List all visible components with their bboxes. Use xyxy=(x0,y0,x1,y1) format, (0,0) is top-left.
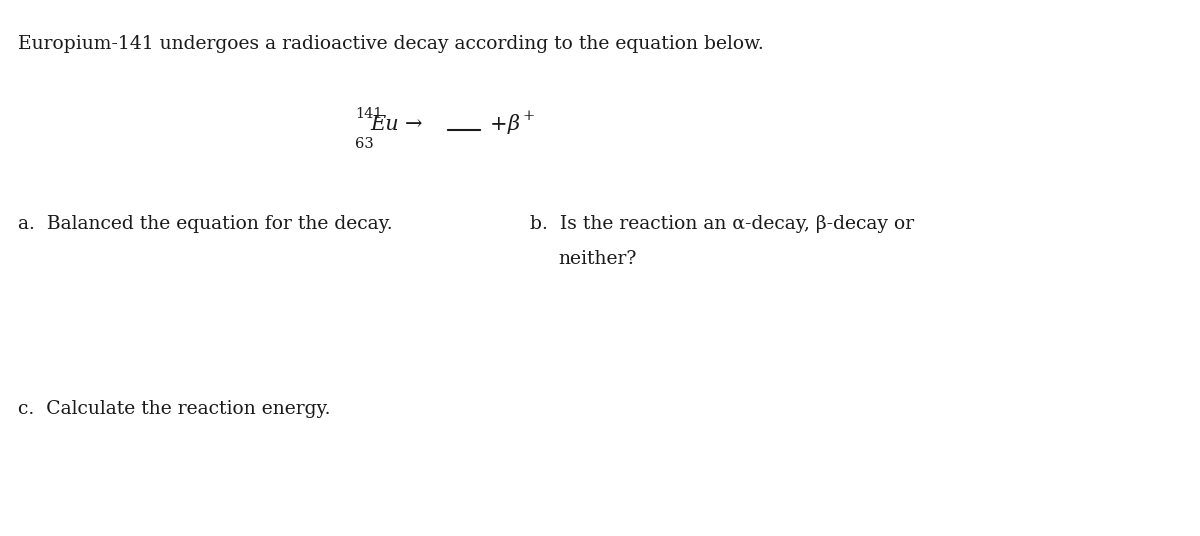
Text: +: + xyxy=(490,115,508,134)
Text: Eu: Eu xyxy=(370,115,398,134)
Text: a.  Balanced the equation for the decay.: a. Balanced the equation for the decay. xyxy=(18,215,392,233)
Text: +: + xyxy=(522,109,534,123)
Text: →: → xyxy=(406,115,422,134)
Text: 141: 141 xyxy=(355,107,383,121)
Text: b.  Is the reaction an α-decay, β-decay or: b. Is the reaction an α-decay, β-decay o… xyxy=(530,215,914,233)
Text: Europium-141 undergoes a radioactive decay according to the equation below.: Europium-141 undergoes a radioactive dec… xyxy=(18,35,763,53)
Text: β: β xyxy=(508,114,520,134)
Text: neither?: neither? xyxy=(558,250,636,268)
Text: 63: 63 xyxy=(355,137,373,151)
Text: c.  Calculate the reaction energy.: c. Calculate the reaction energy. xyxy=(18,400,330,418)
